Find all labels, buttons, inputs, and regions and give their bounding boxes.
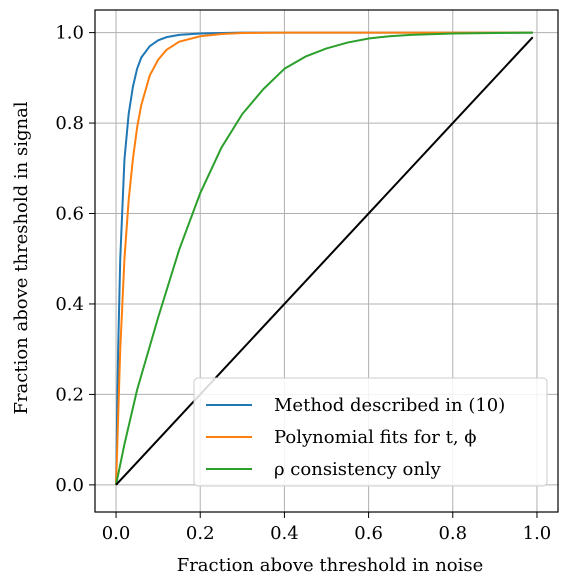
legend-box	[193, 377, 548, 487]
grid	[95, 10, 558, 512]
plot-frame	[94, 9, 559, 513]
series-line-1	[115, 31, 533, 485]
y-tick-label: 1.0	[55, 23, 84, 44]
y-tick-label: 0.2	[55, 384, 84, 405]
plot-series	[115, 31, 534, 486]
x-axis-label: Fraction above threshold in noise	[177, 555, 484, 576]
x-tick-label: 1.0	[523, 523, 552, 544]
legend-label: ρ consistency only	[274, 459, 442, 480]
y-tick-label: 0.0	[55, 475, 84, 496]
x-tick-label: 0.4	[270, 523, 299, 544]
series-line-2	[115, 31, 533, 486]
x-tick-label: 0.0	[102, 523, 131, 544]
x-axis-ticks: 0.0 0.2 0.4 0.6 0.8 1.0	[102, 512, 552, 544]
x-tick-label: 0.6	[354, 523, 383, 544]
y-axis-label: Fraction above threshold in signal	[11, 101, 32, 414]
x-tick-label: 0.2	[186, 523, 215, 544]
legend-label: Method described in (10)	[274, 395, 505, 416]
y-tick-label: 0.8	[55, 113, 84, 134]
y-axis-ticks: 0.0 0.2 0.4 0.6 0.8 1.0	[55, 23, 95, 496]
y-tick-label: 0.6	[55, 204, 84, 225]
x-tick-label: 0.8	[438, 523, 467, 544]
legend: Method described in (10) Polynomial fits …	[193, 377, 548, 487]
diagonal-reference-line	[115, 36, 534, 486]
legend-label: Polynomial fits for t, ϕ	[274, 427, 477, 448]
y-tick-label: 0.4	[55, 294, 84, 315]
